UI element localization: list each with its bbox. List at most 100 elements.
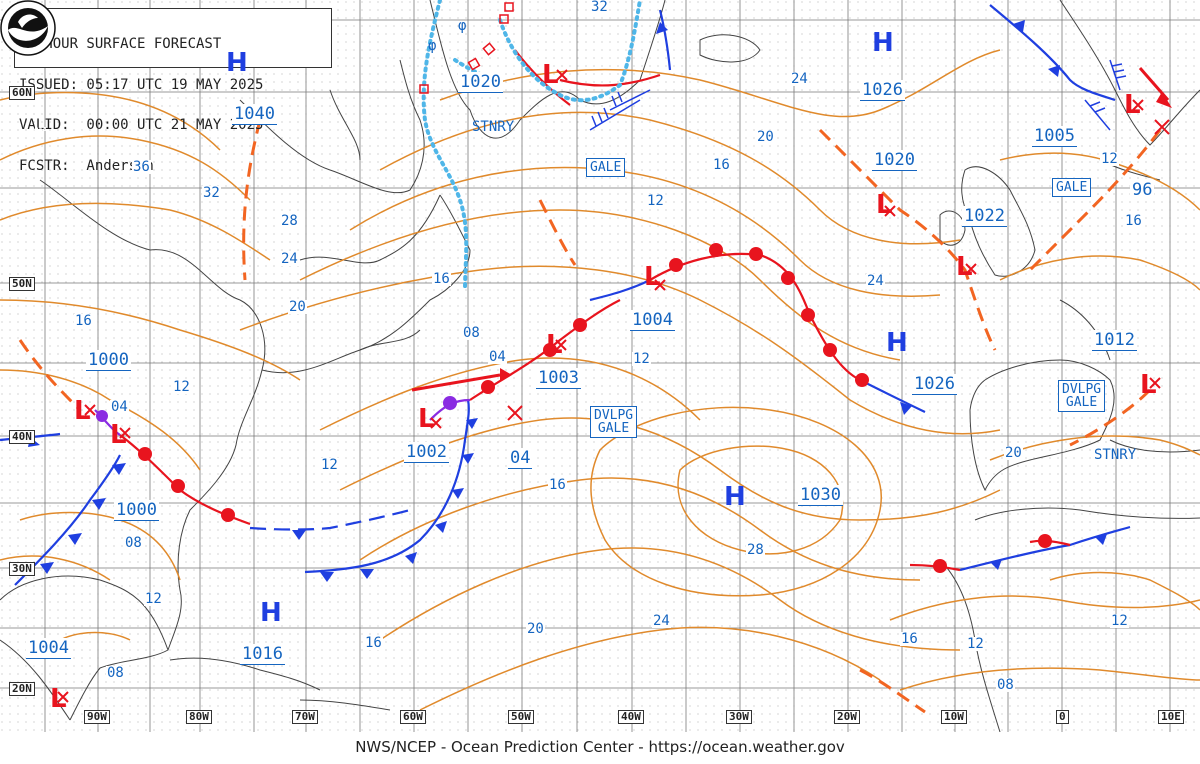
header-forecaster: FCSTR: Anderson [19,157,154,174]
coastlines [0,0,1200,732]
lat-label-60n: 60N [9,86,35,100]
map-canvas: φφ [0,0,1200,732]
low-center-newfoundland-east: L [546,330,563,360]
pressure-1026-north: 1026 [860,80,905,101]
low-center-iceland-south: L [876,190,893,220]
phi-symbols: φφ [428,18,466,54]
isobar-label: 24 [866,273,885,289]
low-center-mid-atlantic: L [644,262,661,292]
warm-front-semicircles [138,243,1052,573]
isobar-label: 12 [320,457,339,473]
developing-gale-box: DVLPG GALE [590,406,638,438]
gale-warning-box: GALE [586,158,626,177]
header-title: 48-HOUR SURFACE FORECAST [19,36,222,52]
lon-label-20w: 20W [834,710,860,724]
high-center-azores: H [724,482,746,512]
lon-label-40w: 40W [618,710,644,724]
high-center-bermuda: H [260,598,282,628]
isobar-label: 12 [632,351,651,367]
lat-label-40n: 40N [9,430,35,444]
developing-gale-line1: DVLPG [594,408,634,423]
high-center-north: H [872,28,894,58]
high-center-hudson: H [226,48,248,78]
header-valid: VALID: 00:00 UTC 21 MAY 2025 [19,117,264,133]
pressure-1030: 1030 [798,485,843,506]
developing-gale-line2: GALE [597,421,630,436]
isobar-label: 08 [996,677,1015,693]
isobar-label: 20 [526,621,545,637]
pressure-1020-greenland: 1020 [458,72,503,93]
pressure-1026-azores-north: 1026 [912,374,957,395]
noaa-logo-icon [0,0,56,56]
svg-text:φ: φ [428,38,436,54]
isobar-label: 08 [124,535,143,551]
isobar-label: 08 [462,325,481,341]
isobar-label: 28 [746,542,765,558]
svg-text:φ: φ [458,18,466,34]
pressure-1012: 1012 [1092,330,1137,351]
developing-gale-line1: DVLPG [1062,382,1102,397]
isobar-label: 28 [280,213,299,229]
isobar-label: 12 [1100,151,1119,167]
ice-accretion-boxes [419,2,514,94]
lon-label-90w: 90W [84,710,110,724]
lon-label-10w: 10W [941,710,967,724]
lon-label-10e: 10E [1158,710,1184,724]
pressure-96: 96 [1130,180,1155,200]
isobar-label: 24 [790,71,809,87]
isobar-label: 20 [288,299,307,315]
header-issued: ISSUED: 05:17 UTC 19 MAY 2025 [19,76,264,93]
pressure-1016: 1016 [240,644,285,665]
low-center-norway: L [1124,90,1141,120]
noaa-logo-text: NOAA [30,126,47,134]
pressure-1000-west: 1000 [86,350,131,371]
troughs [18,119,1162,714]
developing-gale-line2: GALE [1065,395,1098,410]
isobar-label: 20 [756,129,775,145]
wind-barbs [589,59,1127,131]
pressure-1005: 1005 [1032,126,1077,147]
isobar-label: 16 [74,313,93,329]
pressure-1002: 1002 [404,442,449,463]
position-markers [57,69,1170,703]
lon-label-0: 0 [1056,710,1069,724]
lat-label-30n: 30N [9,562,35,576]
pressure-1003: 1003 [536,368,581,389]
isobar-label: 04 [110,399,129,415]
arrowheads [500,92,1172,382]
isobar-label: 16 [712,157,731,173]
isobar-label: 16 [900,631,919,647]
stationary-label: STNRY [1094,447,1137,463]
pressure-1020-iceland: 1020 [872,150,917,171]
occluded-symbols [96,396,457,422]
isobar-label: 32 [202,185,221,201]
forecast-header: 48-HOUR SURFACE FORECAST ISSUED: 05:17 U… [14,8,332,172]
lat-label-20n: 20N [9,682,35,696]
low-center-great-lakes-west: L [74,396,91,426]
low-center-gulf: L [50,684,67,714]
footer-credit: NWS/NCEP - Ocean Prediction Center - htt… [355,738,845,756]
isobar-label: 24 [652,613,671,629]
isobar-label: 32 [590,0,609,15]
pressure-1004-mid: 1004 [630,310,675,331]
isobar-label: 12 [172,379,191,395]
isobar-label: 04 [488,349,507,365]
lon-label-80w: 80W [186,710,212,724]
isobar-label: 12 [1110,613,1129,629]
isobar-label: 16 [1124,213,1143,229]
pressure-1004-gulf: 1004 [26,638,71,659]
pressure-1022: 1022 [962,206,1007,227]
isobar-label: 08 [106,665,125,681]
low-center-nova-scotia: L [418,404,435,434]
isobar-label: 16 [432,271,451,287]
low-center-great-lakes: L [110,420,127,450]
gale-warning-box: GALE [1052,178,1092,197]
lon-label-30w: 30W [726,710,752,724]
pressure-04: 04 [508,448,533,469]
isobar-label: 16 [364,635,383,651]
isobar-label: 20 [1004,445,1023,461]
pressure-1040: 1040 [232,104,277,125]
low-center-greenland: L [542,60,559,90]
lon-label-70w: 70W [292,710,318,724]
